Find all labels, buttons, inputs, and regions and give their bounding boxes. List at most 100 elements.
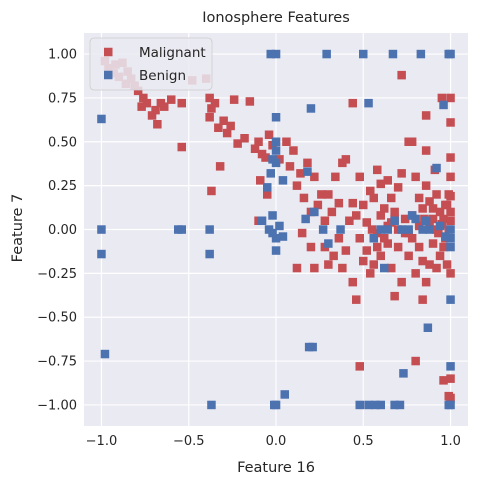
benign-point — [324, 239, 333, 248]
benign-point — [446, 400, 455, 410]
benign-point — [355, 400, 364, 410]
benign-point — [205, 225, 214, 234]
benign-point — [418, 225, 427, 234]
malignant-point — [446, 207, 455, 217]
legend-marker-malignant — [104, 47, 113, 57]
malignant-point — [421, 111, 431, 120]
malignant-point — [205, 113, 214, 122]
malignant-point — [418, 204, 427, 213]
malignant-point — [352, 211, 361, 220]
malignant-point — [250, 144, 260, 153]
benign-point — [97, 249, 106, 259]
benign-point — [432, 163, 441, 173]
malignant-point — [390, 207, 399, 217]
malignant-point — [348, 277, 357, 287]
benign-point — [280, 390, 289, 399]
malignant-point — [256, 176, 265, 185]
malignant-point — [367, 225, 377, 234]
benign-point — [266, 49, 275, 59]
x-tick-label: −0.5 — [173, 434, 205, 449]
malignant-point — [411, 356, 420, 366]
malignant-point — [334, 234, 344, 243]
malignant-point — [324, 190, 333, 199]
malignant-point — [245, 97, 255, 106]
malignant-point — [297, 228, 307, 238]
benign-point — [421, 216, 431, 225]
y-axis-label: Feature 7 — [10, 194, 26, 263]
benign-point — [308, 342, 317, 352]
benign-point — [390, 400, 399, 410]
malignant-point — [439, 214, 448, 224]
benign-point — [278, 176, 288, 185]
malignant-point — [324, 260, 333, 269]
malignant-point — [411, 269, 420, 278]
malignant-point — [310, 263, 319, 273]
benign-point — [207, 400, 216, 410]
malignant-point — [421, 146, 431, 155]
malignant-point — [432, 190, 441, 199]
y-tick-labels: −1.00 −0.75 −0.50 −0.25 0.00 0.25 0.50 0.75 1.00 — [37, 48, 77, 414]
benign-point — [301, 214, 310, 224]
malignant-point — [418, 256, 427, 266]
malignant-point — [320, 216, 330, 225]
benign-point — [364, 98, 373, 108]
malignant-point — [446, 216, 455, 225]
benign-point — [376, 400, 385, 410]
malignant-point — [177, 98, 186, 108]
malignant-point — [348, 98, 357, 108]
y-tick-label: 1.00 — [48, 48, 77, 63]
malignant-point — [292, 181, 302, 190]
malignant-point — [329, 251, 338, 261]
x-tick-label: −1.0 — [86, 434, 118, 449]
benign-point — [446, 49, 455, 59]
malignant-point — [439, 376, 448, 385]
malignant-point — [428, 204, 438, 213]
benign-point — [271, 49, 281, 59]
benign-point — [399, 369, 408, 378]
benign-point — [310, 207, 319, 217]
benign-point — [271, 146, 281, 155]
malignant-point — [425, 260, 434, 269]
y-tick-label: −1.00 — [37, 398, 77, 413]
x-tick-labels: −1.0 −0.5 0.0 0.5 1.0 — [86, 434, 461, 449]
malignant-point — [348, 198, 357, 208]
malignant-point — [397, 277, 406, 287]
y-tick-label: 0.75 — [48, 91, 77, 106]
malignant-point — [373, 242, 382, 252]
benign-point — [278, 232, 288, 241]
malignant-point — [418, 295, 427, 304]
malignant-point — [437, 93, 447, 103]
malignant-point — [153, 120, 162, 129]
malignant-point — [421, 181, 431, 190]
benign-point — [270, 400, 279, 410]
benign-point — [376, 225, 385, 234]
malignant-point — [137, 102, 146, 111]
malignant-point — [359, 256, 368, 266]
benign-point — [303, 167, 312, 176]
benign-point — [271, 113, 281, 122]
malignant-point — [215, 162, 225, 171]
x-tick-label: 0.5 — [353, 434, 374, 449]
malignant-point — [331, 172, 340, 182]
malignant-point — [285, 162, 295, 171]
malignant-point — [341, 246, 351, 255]
malignant-point — [446, 118, 455, 127]
malignant-point — [446, 172, 455, 182]
benign-point — [266, 169, 275, 178]
benign-point — [383, 225, 392, 234]
malignant-point — [296, 169, 305, 178]
malignant-point — [207, 104, 216, 113]
malignant-point — [282, 137, 291, 146]
malignant-point — [446, 93, 455, 103]
malignant-point — [151, 105, 160, 115]
malignant-point — [177, 142, 186, 152]
benign-point — [395, 400, 405, 410]
malignant-point — [366, 269, 375, 278]
benign-point — [322, 49, 331, 59]
malignant-point — [387, 263, 396, 273]
legend: Malignant Benign — [89, 37, 213, 91]
benign-point — [336, 225, 345, 234]
malignant-point — [310, 172, 319, 182]
malignant-point — [359, 200, 368, 210]
